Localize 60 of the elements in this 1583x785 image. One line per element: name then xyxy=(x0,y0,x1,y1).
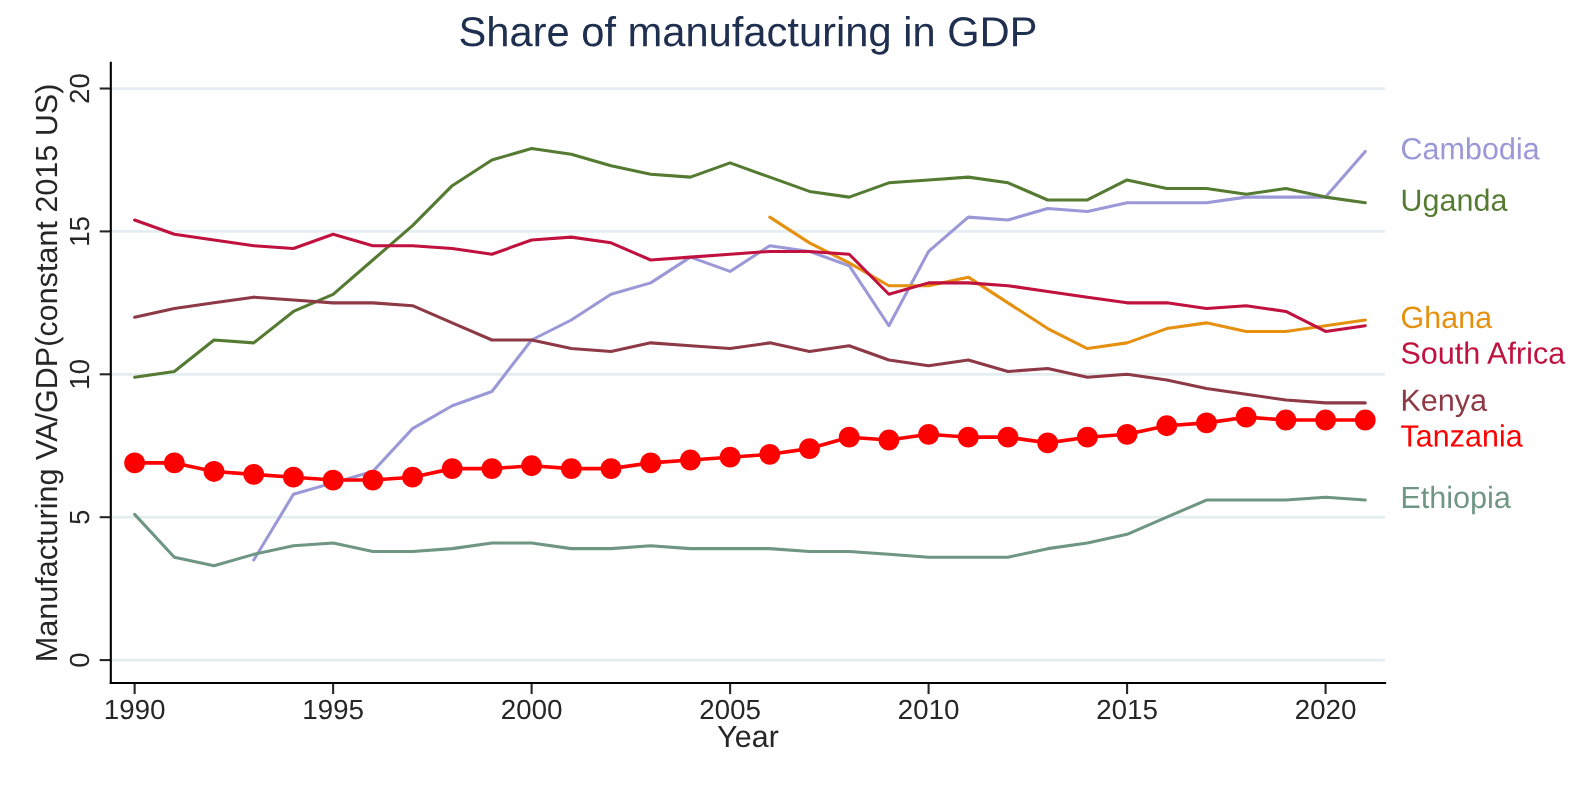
point xyxy=(918,423,940,445)
point xyxy=(203,461,225,482)
x-axis-title: Year xyxy=(717,725,779,748)
point xyxy=(799,438,820,460)
point xyxy=(640,452,662,474)
point xyxy=(600,458,622,480)
point xyxy=(362,469,384,491)
point xyxy=(322,469,344,491)
point xyxy=(1315,409,1336,431)
point xyxy=(878,429,900,451)
point xyxy=(481,458,503,480)
point xyxy=(719,446,741,468)
y-tick-label: 10 xyxy=(69,359,90,388)
point xyxy=(1235,406,1257,428)
series-label: Cambodia xyxy=(1401,137,1540,160)
point xyxy=(283,466,304,488)
point xyxy=(679,449,701,471)
x-tick-label: 2005 xyxy=(700,699,760,720)
y-axis-title: Manufacturing VA/GDP(constant 2015 US) xyxy=(34,85,64,660)
x-tick-label: 2000 xyxy=(502,699,562,720)
line-series xyxy=(133,218,1367,333)
line-series xyxy=(252,149,1367,562)
point xyxy=(1076,426,1098,448)
point xyxy=(441,458,463,480)
point xyxy=(997,426,1019,448)
series-label: Kenya xyxy=(1402,389,1488,418)
point xyxy=(521,455,543,477)
x-tick-label: 2020 xyxy=(1296,699,1356,720)
series-label: South Africa xyxy=(1401,341,1566,364)
point xyxy=(1156,415,1178,437)
line-series xyxy=(133,295,1367,405)
chart-title: Share of manufacturing in GDP xyxy=(460,15,1036,55)
point xyxy=(402,466,423,488)
point xyxy=(1116,423,1138,445)
y-tick-label: 5 xyxy=(69,510,90,524)
series-label: Tanzania xyxy=(1401,424,1523,447)
x-tick-label: 2015 xyxy=(1097,699,1157,720)
point xyxy=(243,463,265,485)
x-tick-label: 1995 xyxy=(304,699,363,720)
y-tick-label: 0 xyxy=(69,653,90,667)
x-tick-label: 1990 xyxy=(105,699,165,720)
y-tick-label: 20 xyxy=(69,74,90,103)
series-label: Ethiopia xyxy=(1402,485,1511,515)
y-tick-label: 15 xyxy=(69,217,90,245)
line-series xyxy=(133,147,1367,379)
point xyxy=(838,426,860,448)
point xyxy=(560,458,582,480)
point xyxy=(1037,432,1059,454)
line-series xyxy=(768,215,1367,351)
x-tick-label: 2010 xyxy=(899,699,959,720)
point xyxy=(759,443,781,465)
point xyxy=(163,452,185,474)
point xyxy=(1275,409,1297,431)
line-series xyxy=(133,495,1367,568)
series-label: Ghana xyxy=(1401,305,1493,329)
series-label: Uganda xyxy=(1402,188,1508,218)
point xyxy=(124,452,146,474)
point xyxy=(1196,412,1217,434)
point xyxy=(1354,409,1376,431)
point xyxy=(957,426,979,448)
